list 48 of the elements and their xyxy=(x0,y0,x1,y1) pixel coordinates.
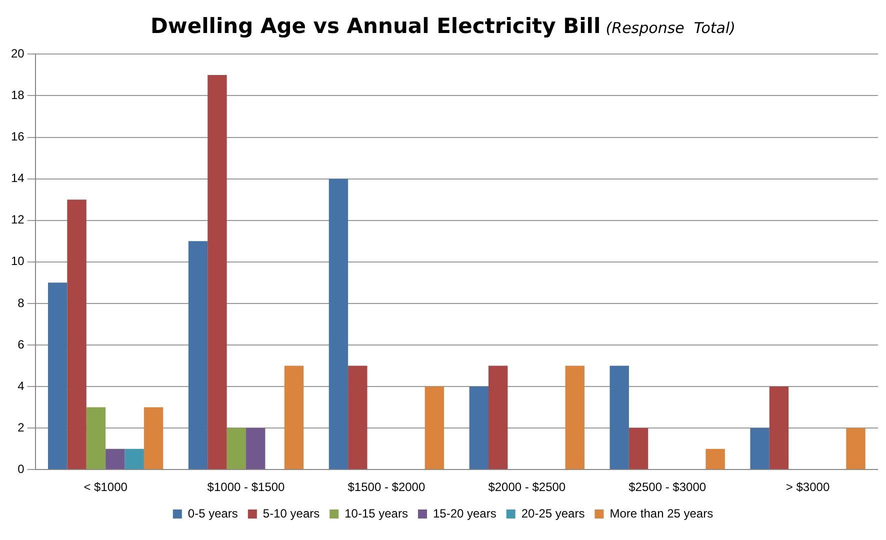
bar xyxy=(628,428,648,470)
bar xyxy=(284,366,304,470)
y-tick-label: 6 xyxy=(18,337,25,352)
y-tick-label: 16 xyxy=(10,130,25,144)
bar xyxy=(565,366,584,470)
y-tick-label: 12 xyxy=(10,212,25,227)
y-tick-label: 2 xyxy=(18,420,25,434)
legend-label: 5-10 years xyxy=(262,506,320,520)
x-tick-label: $2500 - $3000 xyxy=(628,480,706,494)
bar xyxy=(86,407,106,470)
bar xyxy=(769,386,789,470)
bar xyxy=(424,386,444,470)
x-tick-label: $1000 - $1500 xyxy=(207,480,286,494)
bar xyxy=(750,428,770,470)
y-tick-label: 10 xyxy=(10,254,25,268)
y-tick-label: 20 xyxy=(10,46,25,61)
bar xyxy=(706,448,725,470)
legend-label: 15-20 years xyxy=(432,506,496,520)
x-tick-label: > $3000 xyxy=(786,480,830,494)
bar xyxy=(124,448,144,470)
y-tick-label: 14 xyxy=(10,171,25,186)
y-tick-label: 8 xyxy=(18,296,25,310)
bar xyxy=(48,282,68,470)
legend-label: 10-15 years xyxy=(344,506,408,520)
chart-title: Dwelling Age vs Annual Electricity Bill xyxy=(150,14,601,38)
legend-label: 0-5 years xyxy=(188,506,238,520)
bar xyxy=(469,386,489,470)
y-tick-label: 0 xyxy=(18,462,25,476)
bar xyxy=(846,428,866,470)
bar xyxy=(106,448,125,470)
x-tick-label: $1500 - $2000 xyxy=(348,480,426,494)
legend-label: 20-25 years xyxy=(521,506,585,520)
bar xyxy=(67,200,86,470)
legend-label: More than 25 years xyxy=(610,506,714,520)
chart-subtitle: (Response Total) xyxy=(606,19,736,37)
bar xyxy=(610,366,629,470)
bar xyxy=(144,407,164,470)
y-tick-label: 4 xyxy=(18,378,25,393)
bar xyxy=(328,178,348,470)
bar xyxy=(226,428,246,470)
bar xyxy=(348,366,368,470)
y-tick-label: 18 xyxy=(10,88,25,102)
bar xyxy=(208,74,227,470)
x-tick-label: $2000 - $2500 xyxy=(488,480,566,494)
x-tick-label: < $1000 xyxy=(84,480,128,494)
bar xyxy=(246,428,266,470)
bar xyxy=(188,241,208,470)
bar xyxy=(488,366,508,470)
